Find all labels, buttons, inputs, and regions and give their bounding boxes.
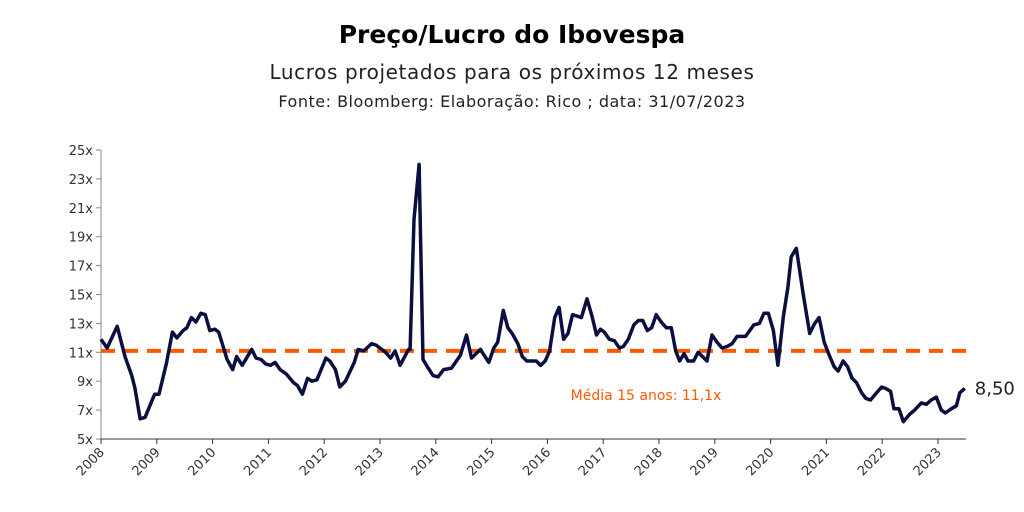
last-value-label: 8,50 bbox=[975, 378, 1015, 399]
x-tick-label: 2009 bbox=[130, 445, 164, 479]
x-tick-label: 2019 bbox=[688, 445, 722, 479]
x-tick-label: 2017 bbox=[576, 445, 610, 479]
chart-subtitle: Lucros projetados para os próximos 12 me… bbox=[269, 60, 755, 84]
x-tick-label: 2012 bbox=[297, 445, 331, 479]
axes: 5x 7x 9x 11x 13x 15x 17x 19x 21x 23x 25x 2008 2009 20… bbox=[69, 144, 966, 479]
x-tick-label: 2022 bbox=[855, 445, 889, 479]
y-tick-label: 25x bbox=[69, 144, 94, 159]
y-tick-label: 11x bbox=[69, 346, 94, 361]
y-tick-label: 9x bbox=[77, 375, 93, 390]
x-tick-label: 2014 bbox=[409, 445, 443, 479]
chart-title: Preço/Lucro do Ibovespa bbox=[338, 20, 686, 49]
average-label: Média 15 anos: 11,1x bbox=[571, 388, 722, 404]
x-tick-label: 2023 bbox=[911, 445, 945, 479]
x-tick-label: 2016 bbox=[520, 445, 554, 479]
x-tick-label: 2018 bbox=[632, 445, 666, 479]
x-tick-label: 2008 bbox=[74, 445, 108, 479]
y-tick-label: 15x bbox=[69, 289, 94, 304]
x-tick-label: 2021 bbox=[799, 445, 833, 479]
y-tick-label: 19x bbox=[69, 231, 94, 246]
chart-source: Fonte: Bloomberg: Elaboração: Rico ; dat… bbox=[278, 92, 746, 111]
x-tick-label: 2015 bbox=[464, 445, 498, 479]
y-tick-label: 5x bbox=[77, 433, 93, 448]
y-tick-label: 7x bbox=[77, 404, 93, 419]
series-line bbox=[99, 162, 966, 424]
x-tick-label: 2020 bbox=[743, 445, 777, 479]
y-tick-label: 17x bbox=[69, 260, 94, 275]
x-tick-label: 2010 bbox=[185, 445, 219, 479]
x-tick-label: 2013 bbox=[353, 445, 387, 479]
x-tick-label: 2011 bbox=[241, 445, 275, 479]
y-tick-label: 21x bbox=[69, 202, 94, 217]
y-tick-label: 13x bbox=[69, 317, 94, 332]
y-tick-label: 23x bbox=[69, 173, 94, 188]
